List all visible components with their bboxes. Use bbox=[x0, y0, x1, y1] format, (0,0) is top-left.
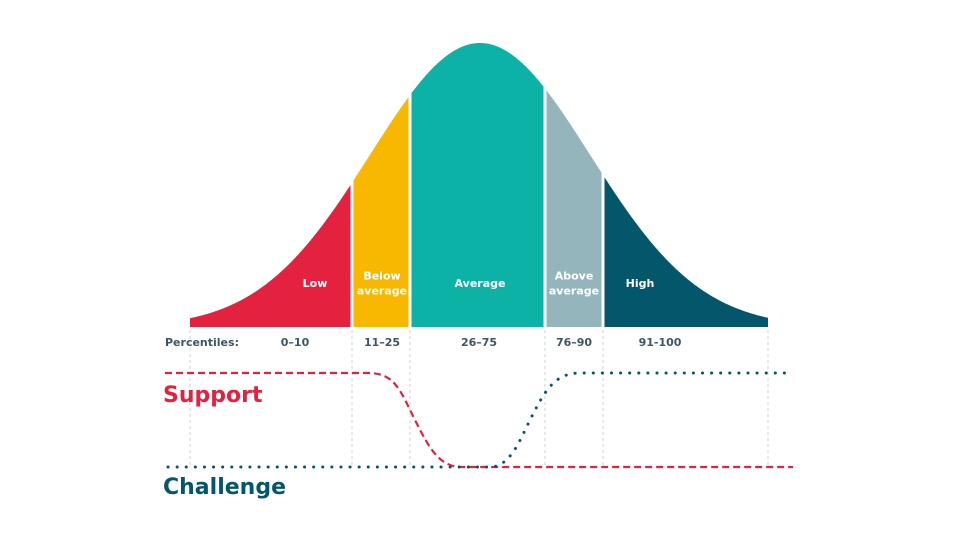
guides bbox=[189, 330, 769, 465]
support-label: Support bbox=[163, 383, 263, 408]
segment-label: Below bbox=[363, 270, 400, 283]
percentile-label: 11–25 bbox=[364, 336, 400, 349]
support-line bbox=[165, 371, 793, 469]
challenge-label: Challenge bbox=[163, 475, 286, 500]
bell-curve: Low 0–10 Below average 11–25 Average 26–75 Abov… bbox=[190, 43, 768, 349]
segment-label: High bbox=[626, 277, 655, 290]
percentile-label: 0–10 bbox=[281, 336, 310, 349]
segment bbox=[604, 177, 768, 327]
percentile-label: 76–90 bbox=[556, 336, 592, 349]
segment-label: Average bbox=[455, 277, 506, 290]
challenge-line bbox=[166, 371, 795, 469]
segment bbox=[353, 97, 409, 327]
segment bbox=[190, 184, 351, 327]
segment bbox=[411, 43, 544, 327]
segment-label: Above bbox=[555, 270, 594, 283]
segment-label: Low bbox=[303, 277, 328, 290]
percentile-label: 91-100 bbox=[639, 336, 682, 349]
segment bbox=[546, 90, 602, 328]
percentile-label: 26–75 bbox=[461, 336, 497, 349]
segment-label: average bbox=[549, 285, 599, 298]
percentiles-label: Percentiles: bbox=[165, 336, 239, 349]
segment-label: average bbox=[357, 285, 407, 298]
